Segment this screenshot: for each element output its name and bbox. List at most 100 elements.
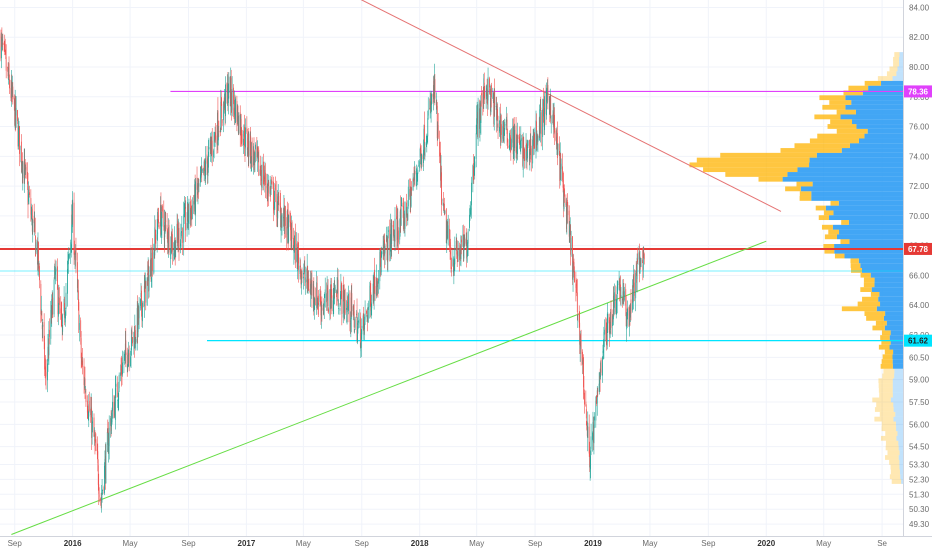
candle-body [376,277,378,286]
candle-body [151,252,153,277]
profile-bar-down [828,229,840,235]
candle-body [150,258,152,280]
profile-bar-down [817,133,865,139]
ascending-trendline[interactable] [11,240,767,535]
candle-body [525,144,527,161]
candle-body [326,284,328,301]
candle-body [82,360,84,367]
profile-bar-down [875,320,887,326]
candle-body [560,163,562,170]
profile-bar-down [872,325,885,331]
candle-body [502,127,504,129]
candle-body [190,207,192,209]
candle-body [344,299,346,314]
candle-body [323,300,325,307]
descending-trendline[interactable] [347,0,782,212]
candle-body [280,205,281,228]
candle-body [616,303,618,306]
profile-bar-up [899,450,903,456]
x-tick-label: 2018 [411,539,429,548]
profile-bar-up [855,109,903,115]
candle-body [494,90,496,106]
candle-body [233,87,234,105]
candle-body [203,167,205,174]
candle-body [337,278,338,294]
candle-body [415,173,417,174]
candle-body [133,332,135,342]
candle-body [157,212,159,234]
candle-body [48,349,49,358]
candle-body [244,127,245,147]
candle-body [267,183,269,185]
candle-body [307,279,309,284]
candle-body [321,304,323,311]
profile-bar-up [800,186,903,192]
candle-body [293,237,294,250]
candle-body [414,170,416,175]
candle-body [570,237,572,251]
candle-body [596,390,598,404]
candle-body [48,330,50,337]
candle-body [427,109,429,116]
candle-body [228,76,230,94]
candle-body [88,404,90,417]
candle-body [19,126,20,154]
candle-body [424,124,425,155]
candle-body [543,99,545,123]
candle-body [353,306,355,308]
candle-body [307,265,309,285]
candle-body [316,283,318,309]
profile-bar-up [849,239,903,245]
candle-body [583,357,584,388]
candle-body [173,248,175,250]
candle-body [67,261,69,265]
candle-body [64,314,66,320]
candle-body [513,126,515,158]
y-tick-label: 60.50 [909,353,930,362]
candle-body [110,419,112,431]
candle-body [74,256,76,258]
candle-body [257,147,259,155]
grid [0,0,903,536]
candle-body [565,198,567,206]
candle-body [247,151,249,154]
profile-bar-up [839,229,903,235]
candle-body [416,173,418,179]
candle-body [404,201,406,229]
candle-body [293,241,295,249]
candle-body [47,363,48,381]
candle-body [568,210,570,237]
candle-body [241,136,243,138]
candle-body [137,304,139,334]
candle-body [397,230,399,243]
candle-body [235,98,236,123]
candle-body [618,281,620,286]
candle-body [25,167,27,171]
candle-body [500,116,501,139]
profile-bar-down [883,368,895,374]
candle-body [330,284,332,297]
candle-body [18,127,19,147]
candle-body [125,340,127,355]
candle-body [594,416,595,421]
candle-body [45,366,46,373]
profile-bar-down [885,445,899,451]
candle-body [619,278,620,289]
candle-body [144,283,146,288]
candle-body [170,232,172,251]
candle-body [57,287,59,315]
candle-body [509,144,510,150]
candle-body [360,346,362,352]
candle-body [603,349,604,354]
candle-body [334,286,336,292]
candle-body [600,362,601,377]
candle-body [426,142,428,143]
candle-body [411,187,413,191]
candle-body [440,168,442,177]
candle-body [626,314,628,326]
candle-body [487,94,488,105]
candle-body [175,246,177,258]
candle-body [620,284,621,299]
